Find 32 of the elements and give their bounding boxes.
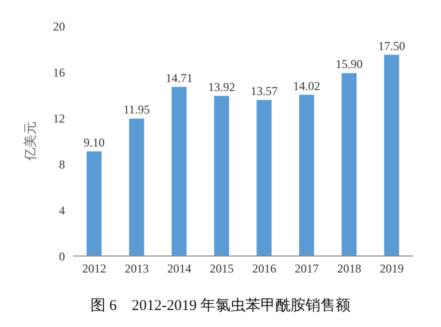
data-label: 13.57 [250,84,278,98]
y-tick-label: 20 [53,19,65,34]
text: 图 6 2012-2019 年氯虫苯甲酰胺销售额 [90,296,352,315]
bar [172,86,187,256]
bar [129,118,144,256]
bar [86,151,102,256]
bar [256,100,272,256]
x-tick-label: 2017 [294,262,319,276]
data-label: 14.02 [293,78,320,93]
x-tick-label: 2015 [210,262,234,276]
data-label: 17.50 [378,38,406,53]
bar [342,73,357,256]
data-label: 9.10 [84,135,105,150]
y-tick-label: 16 [53,65,65,80]
bar [214,96,230,256]
x-tick-label: 2016 [252,262,276,276]
bar [384,54,400,256]
data-label: 11.95 [123,102,150,117]
x-tick-label: 2018 [337,262,362,276]
data-label: 14.71 [166,70,193,85]
x-tick-label: 2013 [124,262,149,276]
y-tick-label: 8 [59,157,65,172]
y-tick-label: 4 [59,203,65,218]
bar [299,94,314,256]
x-tick-label: 2014 [167,262,192,276]
x-tick-label: 2012 [82,262,106,276]
x-tick-label: 2019 [380,262,404,276]
data-label: 13.92 [208,80,236,94]
y-axis-title: 亿美元 [22,122,38,162]
y-tick-label: 0 [59,249,65,264]
data-label: 15.90 [336,57,363,72]
y-tick-label: 12 [53,111,65,126]
